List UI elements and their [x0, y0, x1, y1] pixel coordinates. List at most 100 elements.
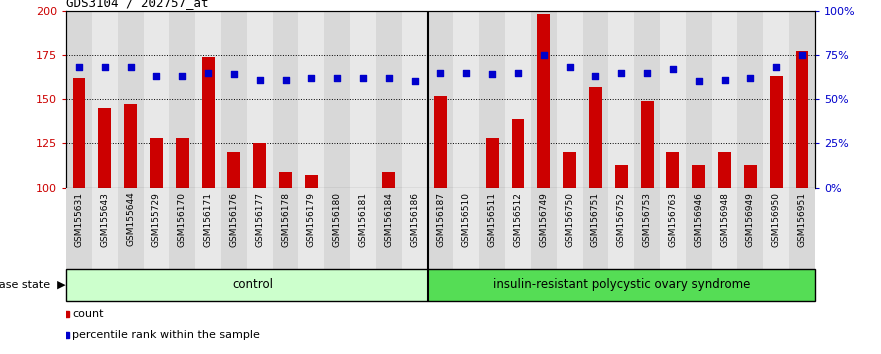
- Text: GSM156752: GSM156752: [617, 192, 626, 247]
- Bar: [531, 11, 557, 188]
- Text: disease state  ▶: disease state ▶: [0, 280, 65, 290]
- Bar: [402, 188, 427, 269]
- Bar: [72, 78, 85, 188]
- Point: [640, 70, 654, 75]
- Bar: [557, 188, 582, 269]
- Bar: [92, 188, 118, 269]
- Bar: [299, 11, 324, 188]
- Point: [769, 64, 783, 70]
- Point: [511, 70, 525, 75]
- Text: GSM155644: GSM155644: [126, 192, 135, 246]
- Point: [433, 70, 448, 75]
- Bar: [169, 188, 196, 269]
- Bar: [382, 172, 396, 188]
- Point: [72, 64, 86, 70]
- Bar: [479, 188, 505, 269]
- Point: [589, 73, 603, 79]
- Bar: [737, 188, 763, 269]
- Bar: [582, 188, 609, 269]
- Text: GSM156178: GSM156178: [281, 192, 290, 247]
- Point: [356, 75, 370, 81]
- Bar: [712, 11, 737, 188]
- Bar: [454, 11, 479, 188]
- Point: [563, 64, 577, 70]
- Bar: [324, 188, 350, 269]
- Bar: [744, 165, 757, 188]
- Text: GSM156512: GSM156512: [514, 192, 522, 247]
- Bar: [272, 188, 299, 269]
- Point: [330, 75, 344, 81]
- Bar: [479, 11, 505, 188]
- Text: insulin-resistant polycystic ovary syndrome: insulin-resistant polycystic ovary syndr…: [492, 279, 750, 291]
- Bar: [350, 188, 376, 269]
- Bar: [272, 11, 299, 188]
- Text: count: count: [72, 309, 104, 319]
- Bar: [505, 188, 531, 269]
- Bar: [763, 11, 789, 188]
- Point: [175, 73, 189, 79]
- Text: GSM156948: GSM156948: [720, 192, 729, 247]
- Point: [614, 70, 628, 75]
- Bar: [634, 188, 660, 269]
- Point: [123, 64, 137, 70]
- Bar: [350, 11, 376, 188]
- Bar: [92, 11, 118, 188]
- Text: GSM156181: GSM156181: [359, 192, 367, 247]
- Bar: [789, 11, 815, 188]
- Bar: [118, 188, 144, 269]
- Point: [98, 64, 112, 70]
- Text: GSM156950: GSM156950: [772, 192, 781, 247]
- Bar: [99, 108, 111, 188]
- Text: GSM156176: GSM156176: [229, 192, 239, 247]
- Bar: [305, 175, 318, 188]
- Bar: [227, 152, 241, 188]
- Text: GSM156177: GSM156177: [255, 192, 264, 247]
- Bar: [221, 188, 247, 269]
- Point: [537, 52, 551, 58]
- Bar: [118, 11, 144, 188]
- Text: GSM156951: GSM156951: [797, 192, 806, 247]
- Bar: [660, 11, 685, 188]
- Bar: [176, 138, 189, 188]
- Bar: [144, 188, 169, 269]
- Bar: [660, 188, 685, 269]
- Bar: [531, 188, 557, 269]
- Text: GSM156186: GSM156186: [411, 192, 419, 247]
- Text: GSM156751: GSM156751: [591, 192, 600, 247]
- Text: GSM156749: GSM156749: [539, 192, 548, 247]
- Bar: [427, 188, 454, 269]
- Text: GSM156170: GSM156170: [178, 192, 187, 247]
- Bar: [685, 11, 712, 188]
- Bar: [434, 96, 447, 188]
- Bar: [609, 11, 634, 188]
- Bar: [770, 76, 782, 188]
- Point: [744, 75, 758, 81]
- Bar: [582, 11, 609, 188]
- Text: GSM155643: GSM155643: [100, 192, 109, 247]
- Bar: [150, 138, 163, 188]
- Text: control: control: [233, 279, 274, 291]
- Bar: [666, 152, 679, 188]
- Point: [381, 75, 396, 81]
- Point: [717, 77, 731, 82]
- Bar: [589, 87, 602, 188]
- Text: GSM156184: GSM156184: [384, 192, 393, 247]
- Bar: [221, 11, 247, 188]
- Point: [201, 70, 215, 75]
- Bar: [66, 11, 92, 188]
- Bar: [324, 11, 350, 188]
- Point: [692, 79, 706, 84]
- Text: GSM156171: GSM156171: [204, 192, 212, 247]
- Bar: [615, 165, 627, 188]
- Bar: [512, 119, 524, 188]
- Text: GSM156750: GSM156750: [565, 192, 574, 247]
- Text: GSM156180: GSM156180: [333, 192, 342, 247]
- Bar: [247, 188, 272, 269]
- Bar: [66, 269, 427, 301]
- Bar: [427, 11, 454, 188]
- Text: GSM155631: GSM155631: [75, 192, 84, 247]
- Bar: [537, 14, 551, 188]
- Bar: [144, 11, 169, 188]
- Bar: [563, 152, 576, 188]
- Bar: [376, 11, 402, 188]
